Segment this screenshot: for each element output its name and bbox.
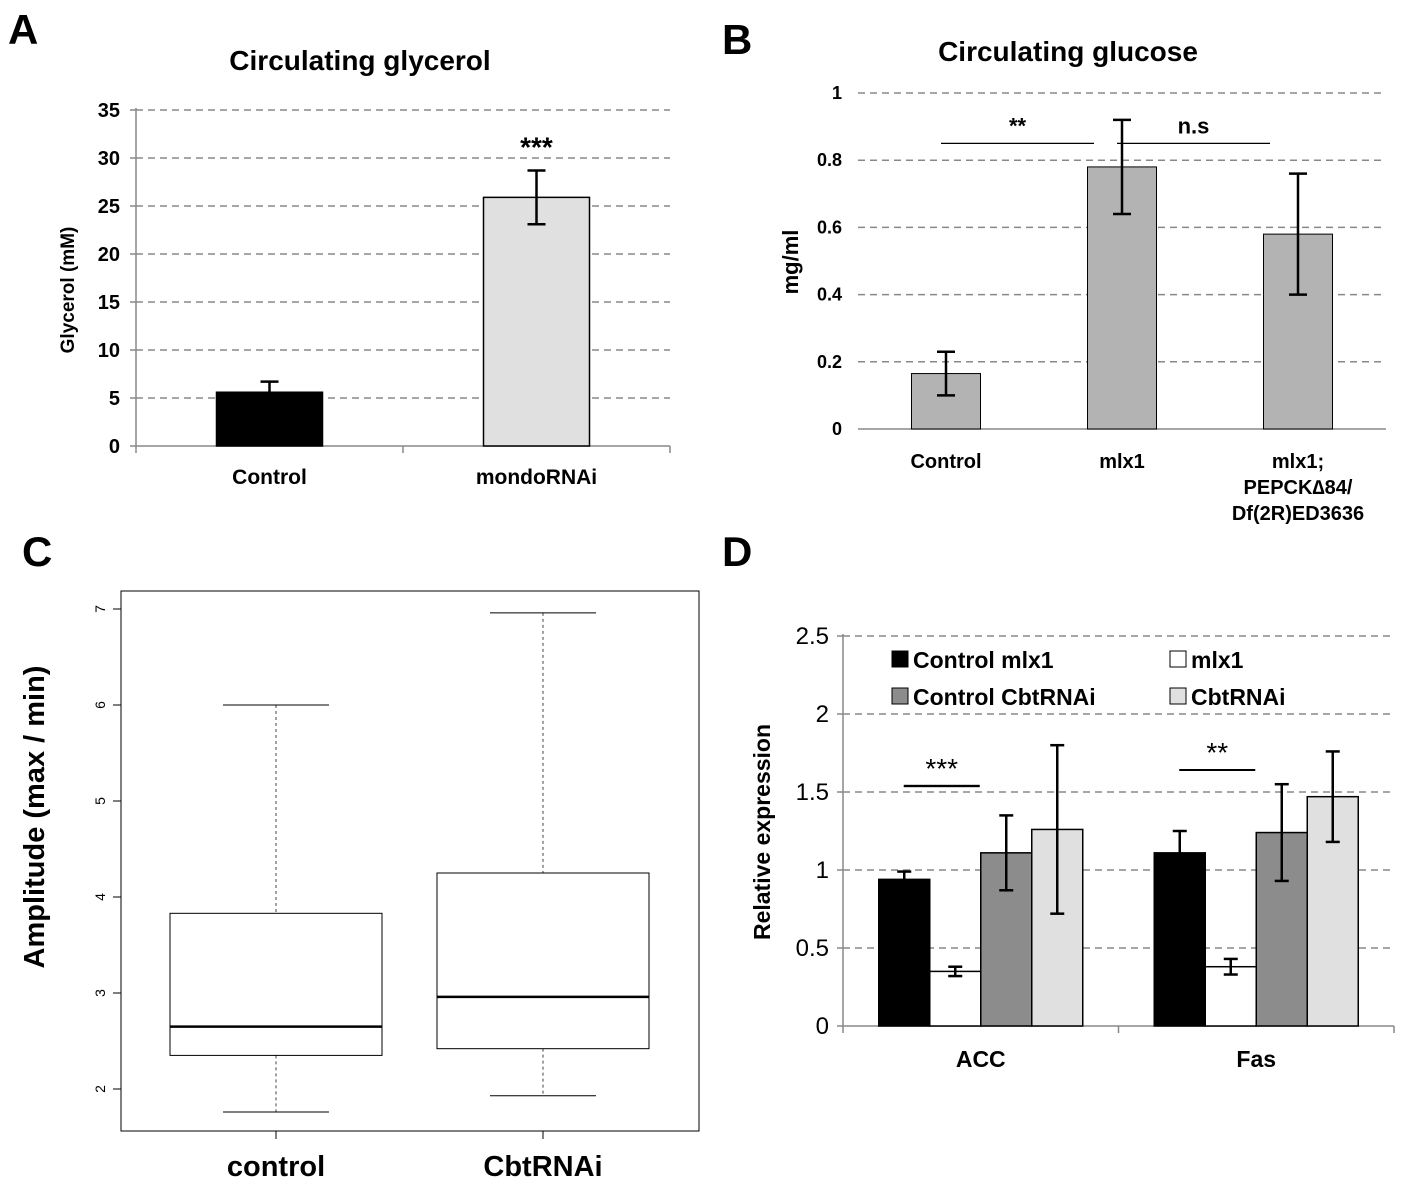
y-tick-label: 6 (92, 701, 108, 709)
legend-swatch (1169, 650, 1187, 668)
y-axis-label-c: Amplitude (max / min) (19, 666, 51, 969)
plot-frame (120, 590, 700, 1132)
plot-area-a: 0 5 10 15 20 25 30 35 Control mondoRNAi *** (98, 100, 671, 489)
y-tick-label: 0 (816, 1013, 829, 1040)
x-tick-label: mondoRNAi (476, 466, 597, 489)
legend-label: Control CbtRNAi (913, 684, 1096, 710)
x-tick-label-line: PEPCK∆84/ (1244, 477, 1353, 499)
significance-label: *** (520, 131, 553, 162)
y-tick-label: 0.4 (817, 285, 842, 305)
y-tick-label: 0 (109, 436, 120, 458)
legend-swatch (891, 650, 909, 668)
x-tick-label-line: mlx1 (1099, 451, 1145, 473)
bar (929, 970, 982, 1027)
legend-label: mlx1 (1191, 647, 1244, 673)
y-tick-label: 35 (98, 100, 120, 122)
y-axis-label-d: Relative expression (749, 724, 775, 940)
y-tick-label: 2.5 (796, 623, 829, 650)
y-tick-label: 2 (92, 1085, 108, 1093)
x-tick-label: ACC (956, 1046, 1006, 1072)
bar (1153, 852, 1206, 1027)
y-tick-label: 1 (832, 83, 842, 103)
chart-title-b: Circulating glucose (938, 36, 1198, 67)
y-tick-label: 0.5 (796, 935, 829, 962)
y-tick-label: 0.2 (817, 352, 842, 372)
x-tick-label: Control (232, 466, 307, 489)
bar (1204, 965, 1257, 1027)
significance-label: ** (1206, 737, 1228, 768)
y-tick-label: 0.6 (817, 217, 842, 237)
y-tick-label: 30 (98, 148, 120, 170)
panel-letter-d: D (722, 528, 752, 575)
y-tick-label: 3 (92, 989, 108, 997)
significance-label: ** (1009, 113, 1027, 138)
panel-d: D Relative expression 00.511.522.5ACC***… (722, 528, 1395, 1072)
chart-title-a: Circulating glycerol (229, 45, 490, 76)
legend-swatch (1169, 687, 1187, 705)
x-tick-label: mlx1 (1099, 451, 1145, 473)
y-tick-label: 4 (92, 893, 108, 901)
panel-a: A Circulating glycerol Glycerol (mM) 0 5 1… (8, 6, 671, 489)
x-tick-label: Control (910, 451, 981, 473)
y-tick-label: 1.5 (796, 779, 829, 806)
panel-letter-c: C (22, 528, 52, 575)
panel-letter-b: B (722, 16, 752, 63)
x-tick-label-line: Control (910, 451, 981, 473)
y-tick-label: 7 (92, 605, 108, 613)
panel-c: C Amplitude (max / min) 2 3 4 5 6 7 control Cbt… (19, 528, 700, 1183)
bar (911, 373, 981, 430)
y-axis-label-a: Glycerol (mM) (58, 227, 79, 354)
legend-label: Control mlx1 (913, 647, 1054, 673)
y-tick-label: 5 (92, 797, 108, 805)
x-tick-label-line: mlx1; (1272, 451, 1324, 473)
x-tick-label: CbtRNAi (483, 1151, 602, 1183)
y-tick-label: 0.8 (817, 150, 842, 170)
legend-swatch (891, 687, 909, 705)
y-tick-label: 2 (816, 701, 829, 728)
box (169, 912, 383, 1056)
x-tick-label: Fas (1236, 1046, 1276, 1072)
y-tick-label: 1 (816, 857, 829, 884)
plot-area-d: 0 0.5 1 1.5 2 2.5 ACC *** Fas ** Control mlx1 mlx1 C… (796, 623, 1395, 1072)
x-tick-label: control (227, 1151, 325, 1183)
bar (482, 196, 591, 447)
plot-area-c: 2 3 4 5 6 7 control CbtRNAi (92, 590, 700, 1183)
box (436, 872, 650, 1050)
y-tick-label: 20 (98, 244, 120, 266)
significance-label: *** (925, 753, 958, 784)
y-tick-label: 25 (98, 196, 120, 218)
y-tick-label: 10 (98, 340, 120, 362)
y-axis-label-b: mg/ml (778, 230, 803, 295)
y-tick-label: 15 (98, 292, 120, 314)
plot-area-b: 0 0.2 0.4 0.6 0.8 1 Control mlx1 mlx1; PEPCK∆84/D… (817, 83, 1386, 525)
legend-label: CbtRNAi (1191, 684, 1286, 710)
panel-b: B Circulating glucose mg/ml 0 0.2 0.4 0.6 0.… (722, 16, 1386, 525)
x-tick-label: mlx1; PEPCK∆84/Df(2R)ED3636 (1232, 451, 1364, 525)
y-tick-label: 5 (109, 388, 120, 410)
bar (878, 878, 931, 1027)
significance-label: n.s (1178, 113, 1210, 138)
panel-letter-a: A (8, 6, 38, 53)
y-tick-label: 0 (832, 419, 842, 439)
x-tick-label-line: Df(2R)ED3636 (1232, 503, 1364, 525)
